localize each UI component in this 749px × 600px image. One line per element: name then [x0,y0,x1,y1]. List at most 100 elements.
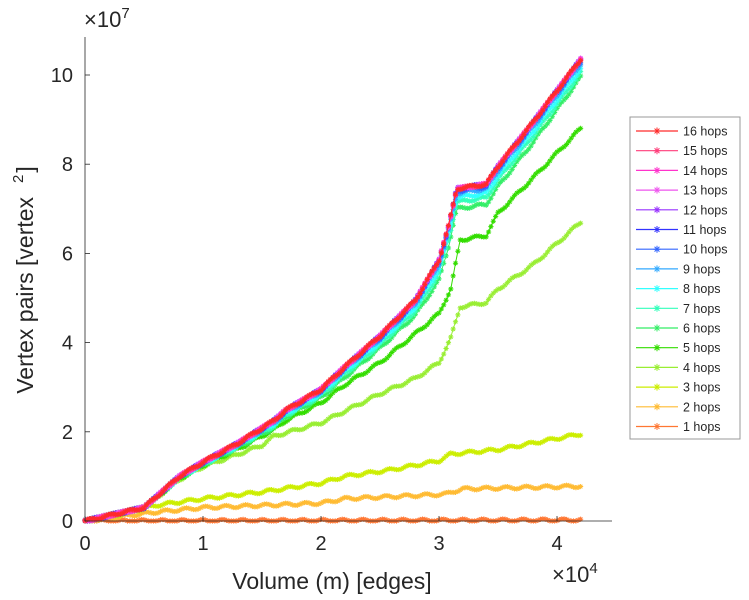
data-point-marker [337,385,343,391]
data-point-marker [304,499,310,506]
data-point-marker [346,372,352,378]
data-point-marker [521,131,527,138]
data-point-marker [316,389,322,395]
data-point-marker [573,68,579,74]
data-point-marker [568,135,574,141]
data-point-marker [533,259,539,265]
legend-item[interactable]: 15 hops [636,144,727,158]
data-point-marker [249,430,256,436]
data-point-marker [573,129,579,135]
data-point-marker [157,509,164,515]
data-point-marker [224,446,230,452]
data-point-marker [254,429,260,435]
data-point-marker [443,232,449,238]
data-point-marker [275,415,282,421]
data-point-marker [266,419,272,425]
data-point-marker [84,516,90,523]
x-tick-label: 1 [197,533,208,555]
data-point-marker [346,405,352,411]
data-point-marker [544,99,551,106]
data-point-marker [136,517,142,523]
legend-item[interactable]: 11 hops [636,223,727,237]
legend-item[interactable]: 16 hops [636,125,727,139]
data-point-marker [278,487,284,493]
data-point-marker [367,354,374,360]
data-point-marker [259,490,265,496]
data-point-marker [285,411,291,418]
legend-item[interactable]: 10 hops [636,243,727,257]
legend-item[interactable]: 5 hops [636,341,721,355]
legend-item[interactable]: 9 hops [636,262,721,276]
data-point-marker [377,334,383,340]
legend-item[interactable]: 2 hops [636,400,721,414]
data-point-marker [441,455,447,461]
data-point-marker [408,376,414,382]
data-point-marker [242,490,249,496]
data-point-marker [252,429,258,435]
data-point-marker [391,326,397,332]
legend-item[interactable]: 8 hops [636,282,721,296]
legend-item[interactable]: 14 hops [636,164,727,178]
data-point-marker [417,326,423,333]
data-point-marker [537,440,544,446]
data-point-marker [559,483,565,490]
data-point-marker [540,107,546,114]
legend-item[interactable]: 1 hops [636,420,721,434]
data-point-marker [216,451,223,458]
data-point-marker [356,473,362,479]
data-point-marker [339,367,345,374]
data-point-marker [485,296,492,302]
series-15-hops [82,57,584,523]
data-point-marker [290,402,296,408]
legend-item[interactable]: 13 hops [636,184,727,198]
data-point-marker [412,308,418,314]
data-point-marker [450,450,456,456]
data-point-marker [568,226,574,233]
data-point-marker [393,317,400,323]
legend-item[interactable]: 3 hops [636,381,721,395]
data-point-marker [516,155,522,162]
data-point-marker [507,484,513,490]
legend-label: 10 hops [683,243,727,257]
legend-item[interactable]: 4 hops [636,361,721,375]
data-point-marker [511,162,518,169]
data-point-marker [389,384,395,390]
data-point-marker [575,69,581,75]
data-point-marker [540,254,546,261]
data-point-marker [455,248,461,254]
data-point-marker [448,227,454,234]
data-point-marker [523,141,529,147]
data-point-marker [566,80,572,86]
data-point-marker [537,484,544,491]
data-point-marker [493,177,499,183]
series-line [84,57,582,522]
legend-item[interactable]: 6 hops [636,322,721,336]
data-point-marker [455,517,461,523]
legend-item[interactable]: 12 hops [636,203,727,217]
legend-item[interactable]: 7 hops [636,302,721,316]
data-point-marker [224,517,230,523]
data-point-marker [122,517,128,523]
data-point-marker [490,170,496,176]
data-point-marker [504,159,511,165]
data-point-marker [471,182,477,189]
data-point-marker [408,301,414,307]
data-point-marker [242,517,249,523]
data-point-marker [375,336,381,342]
data-point-marker [367,494,374,500]
data-point-marker [287,427,293,434]
data-point-marker [514,140,520,146]
data-point-marker [443,453,449,459]
data-point-marker [410,314,416,321]
data-point-marker [462,449,468,456]
data-point-marker [360,371,367,377]
data-point-marker [537,122,544,128]
data-point-marker [540,165,546,172]
data-point-marker [301,482,308,489]
data-point-marker [174,476,180,482]
data-point-marker [198,462,204,468]
data-point-marker [257,503,263,509]
data-point-marker [153,494,159,501]
data-point-marker [552,101,558,107]
